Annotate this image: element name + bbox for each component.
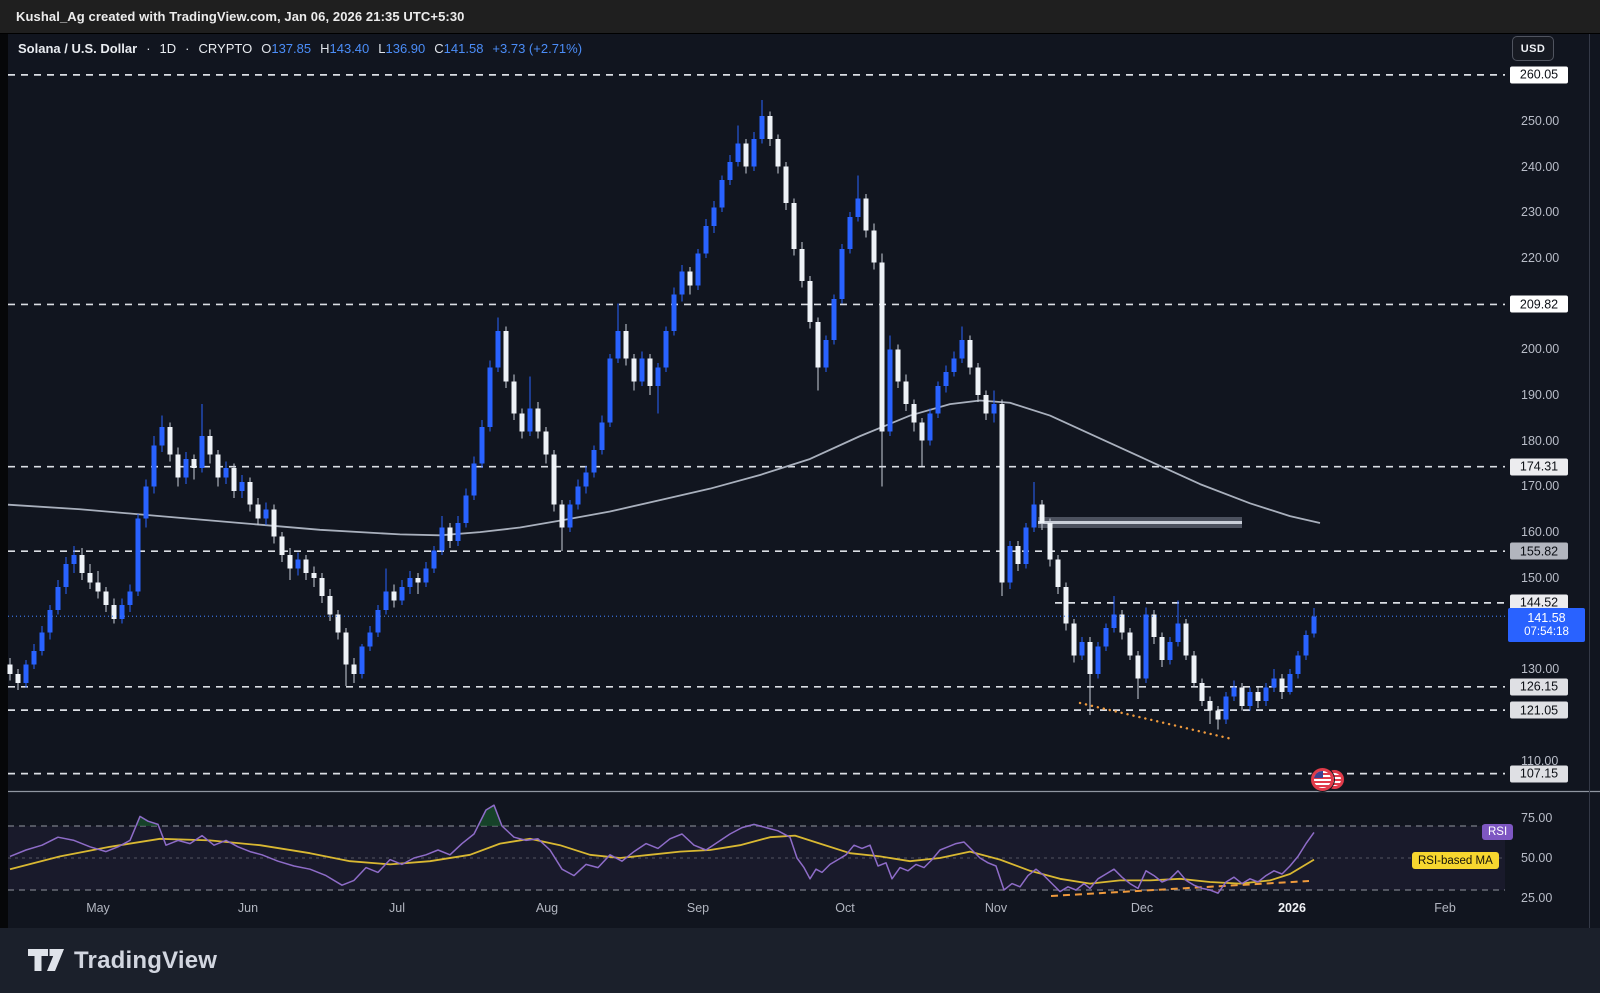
- flag-canton: [1313, 770, 1323, 778]
- separator-dot: ·: [146, 40, 151, 56]
- price-tick: 160.00: [1521, 525, 1560, 540]
- month-label: Aug: [535, 901, 559, 915]
- level-price-badge: 260.05: [1510, 66, 1568, 84]
- price-tick: 190.00: [1521, 388, 1560, 402]
- price-tick: 240.00: [1521, 159, 1560, 174]
- price-tick: 220.00: [1521, 250, 1560, 265]
- month-label: Jul: [389, 901, 405, 915]
- rsi-tick: 25.00: [1521, 891, 1553, 905]
- us-flag-icon[interactable]: [1310, 767, 1334, 791]
- month-label: Sep: [686, 901, 710, 915]
- price-tick: 150.00: [1521, 570, 1560, 585]
- ohlc-open: O137.85: [261, 40, 312, 56]
- ohlc-high: H143.40: [320, 40, 370, 56]
- tradingview-logo-text: TradingView: [74, 946, 218, 974]
- month-label: Jun: [237, 901, 259, 915]
- rsi-overbought-fill: [10, 805, 1314, 826]
- month-label: May: [86, 901, 110, 915]
- attribution-bar: Kushal_Ag created with TradingView.com, …: [0, 0, 1600, 34]
- month-label: Nov: [984, 901, 1008, 915]
- month-label: Oct: [835, 901, 855, 915]
- tradingview-logo[interactable]: TradingView: [28, 947, 217, 975]
- symbol-title[interactable]: Solana / U.S. Dollar: [18, 40, 138, 56]
- price-tick: 110.00: [1521, 753, 1559, 768]
- level-price-badge: 121.05: [1510, 701, 1568, 719]
- left-black-strip: [0, 33, 8, 993]
- ohlc-close: C141.58: [434, 40, 484, 56]
- tradingview-logo-mark: [28, 949, 64, 971]
- frame-right-edge: [1589, 33, 1590, 928]
- change-label: +3.73 (+2.71%): [492, 40, 583, 56]
- rsi-tick: 75.00: [1521, 811, 1553, 825]
- price-tick: 180.00: [1521, 433, 1560, 448]
- attribution-text: Kushal_Ag created with TradingView.com, …: [16, 9, 465, 24]
- symbol-header: Solana / U.S. Dollar · 1D · CRYPTO O137.…: [18, 39, 582, 57]
- rsi-ma-line: [9, 834, 1315, 885]
- rsi-line: [9, 804, 1315, 894]
- rsi-indicator-badge[interactable]: RSI: [1482, 824, 1514, 840]
- market-label: CRYPTO: [198, 40, 253, 56]
- price-tick: 200.00: [1521, 342, 1560, 357]
- bottom-logo-strip: TradingView: [0, 928, 1600, 993]
- current-price-value: 141.58: [1527, 611, 1566, 625]
- price-tick: 250.00: [1521, 113, 1560, 128]
- descending-dotted-trendline: [1078, 701, 1234, 741]
- candles[interactable]: [7, 100, 1317, 730]
- price-tick: 170.00: [1521, 479, 1560, 494]
- month-label: 2026: [1278, 901, 1306, 915]
- ma-line: [7, 399, 1321, 537]
- current-price-badge: 141.58 07:54:18: [1508, 608, 1585, 642]
- interval-label[interactable]: 1D: [159, 40, 177, 56]
- separator-dot: ·: [185, 40, 190, 56]
- gray-ray-core: [1038, 521, 1242, 524]
- level-price-badge: 107.15: [1510, 765, 1568, 783]
- currency-toggle-button[interactable]: USD: [1512, 36, 1554, 61]
- month-label: Dec: [1130, 901, 1154, 915]
- month-label: Feb: [1434, 901, 1456, 915]
- level-price-badge: 126.15: [1510, 678, 1568, 696]
- level-price-badge: 209.82: [1510, 295, 1568, 313]
- level-price-badge: 155.82: [1510, 542, 1568, 560]
- ohlc-low: L136.90: [378, 40, 426, 56]
- price-tick: 130.00: [1521, 662, 1560, 677]
- bar-countdown: 07:54:18: [1524, 626, 1569, 638]
- level-price-badge: 144.52: [1510, 594, 1568, 612]
- rsi-tick: 50.00: [1521, 851, 1553, 865]
- price-tick: 230.00: [1521, 205, 1560, 220]
- rsi-ma-indicator-badge[interactable]: RSI-based MA: [1412, 852, 1499, 869]
- level-price-badge: 174.31: [1510, 458, 1568, 476]
